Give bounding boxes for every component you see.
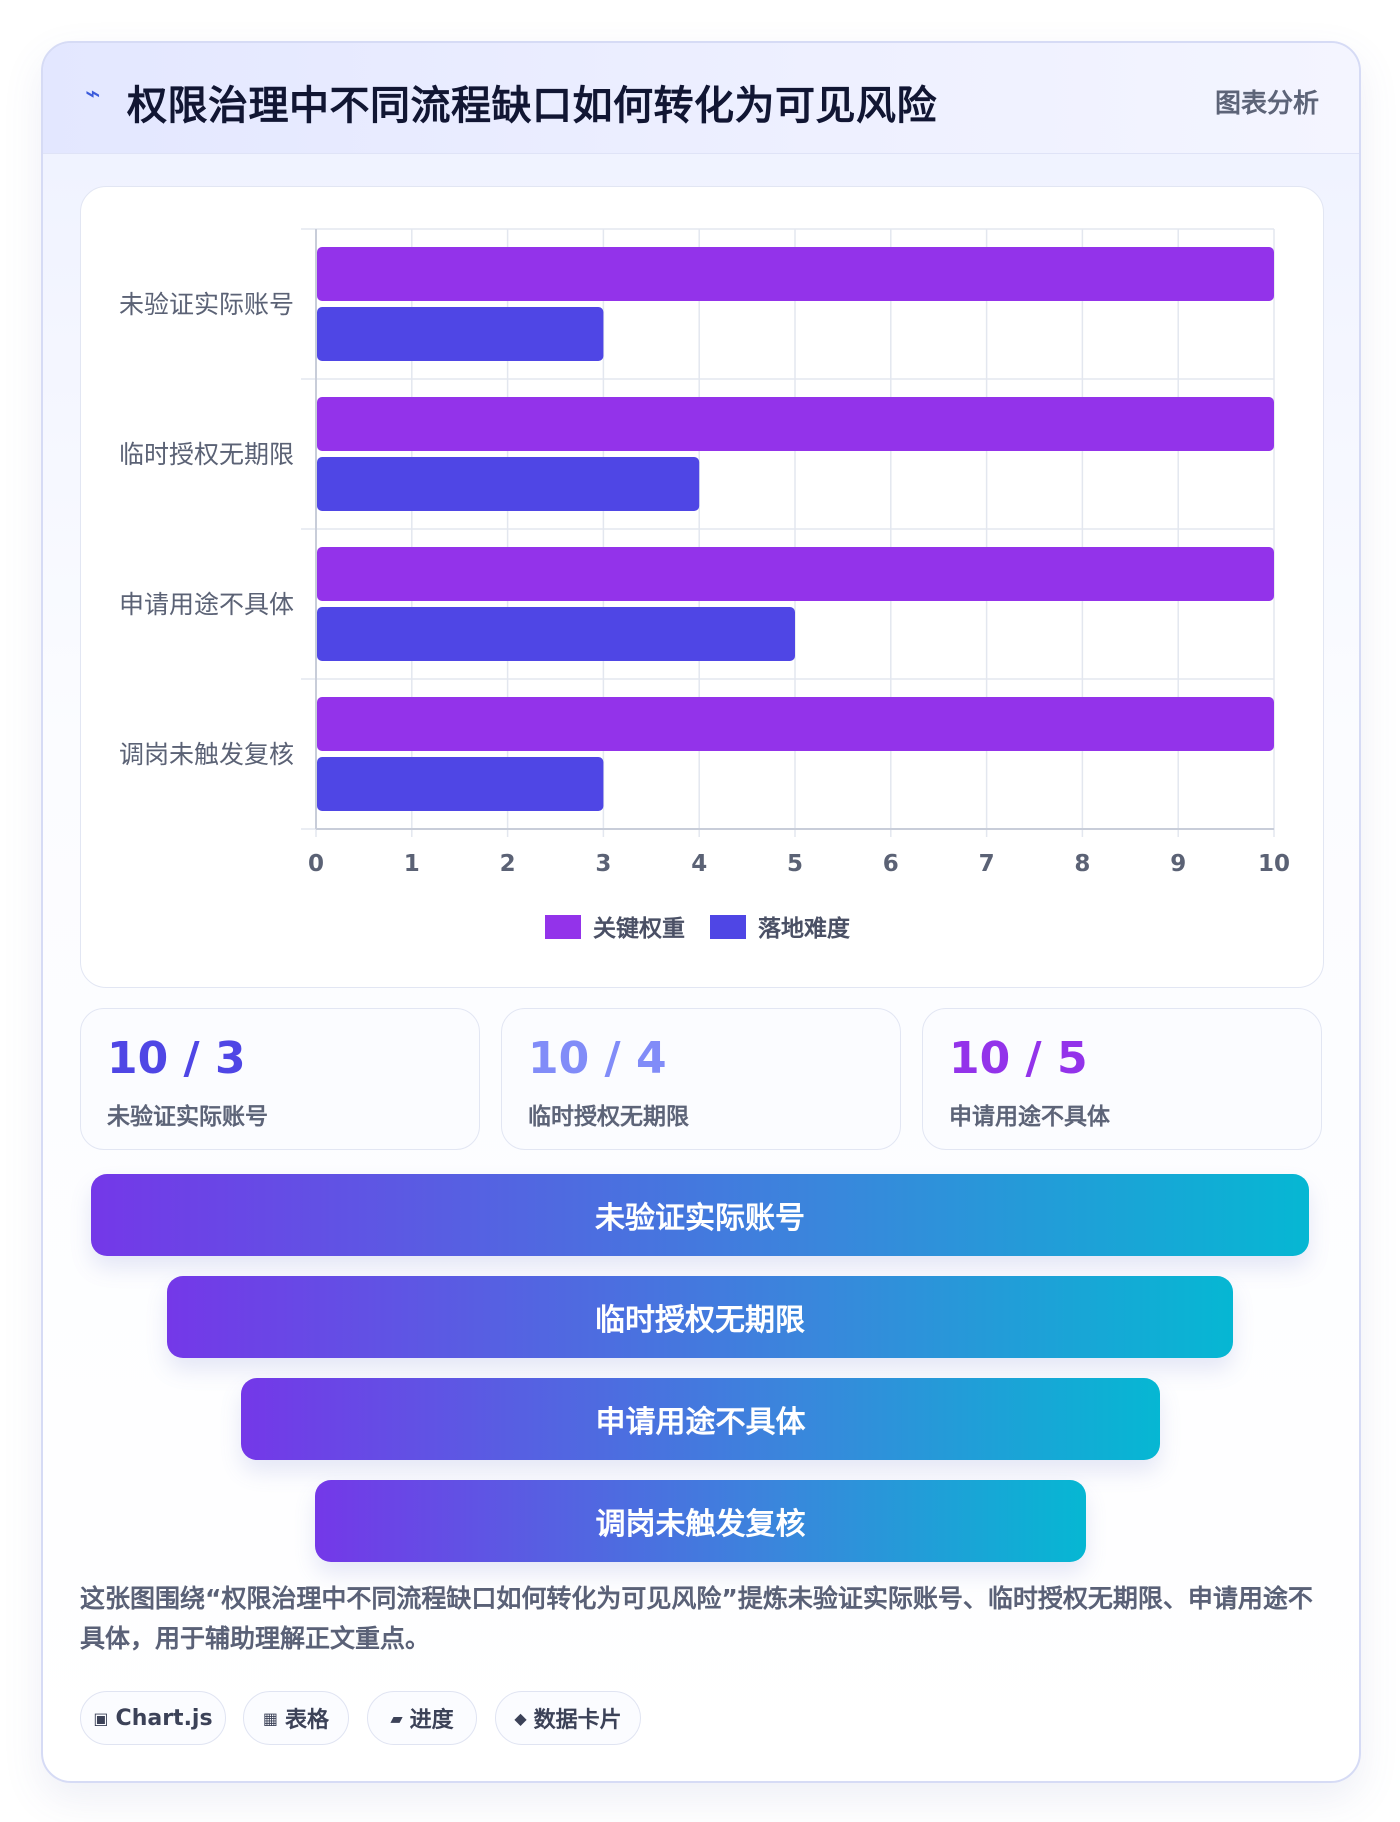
y-tick-label: 申请用途不具体 bbox=[119, 590, 294, 619]
stat-label-3: 申请用途不具体 bbox=[949, 1104, 1110, 1130]
bar-weight[interactable] bbox=[317, 547, 1274, 601]
legend-label: 落地难度 bbox=[758, 915, 851, 942]
chip-data-card[interactable]: ◆ 数据卡片 bbox=[495, 1691, 641, 1745]
bar-difficulty[interactable] bbox=[317, 457, 700, 511]
chart-icon: ▣ bbox=[93, 1708, 109, 1728]
bar-difficulty[interactable] bbox=[317, 307, 604, 361]
card-header: ⌁ 权限治理中不同流程缺口如何转化为可见风险 图表分析 bbox=[43, 43, 1359, 154]
x-tick-label: 8 bbox=[1074, 851, 1090, 877]
chip-label: 表格 bbox=[285, 1708, 330, 1733]
bar-difficulty[interactable] bbox=[317, 607, 795, 661]
summary-text: 这张图围绕“权限治理中不同流程缺口如何转化为可见风险”提炼未验证实际账号、临时授… bbox=[80, 1584, 1313, 1653]
x-tick-label: 10 bbox=[1258, 851, 1290, 877]
funnel-step-1: 未验证实际账号 bbox=[91, 1174, 1309, 1256]
spark-icon: ⌁ bbox=[85, 79, 101, 109]
page-title: 权限治理中不同流程缺口如何转化为可见风险 bbox=[127, 83, 937, 129]
table-icon: ▦ bbox=[262, 1708, 279, 1728]
x-tick-label: 5 bbox=[787, 851, 803, 877]
y-tick-label: 未验证实际账号 bbox=[119, 290, 294, 319]
header-tag: 图表分析 bbox=[1214, 89, 1319, 119]
stat-label-1: 未验证实际账号 bbox=[107, 1104, 268, 1130]
chip-table[interactable]: ▦ 表格 bbox=[243, 1691, 349, 1745]
funnel-step-2: 临时授权无期限 bbox=[167, 1276, 1233, 1358]
stat-card-1: 10 / 3 未验证实际账号 bbox=[80, 1008, 480, 1150]
x-tick-label: 9 bbox=[1170, 851, 1186, 877]
y-tick-label: 调岗未触发复核 bbox=[119, 740, 294, 769]
bar-weight[interactable] bbox=[317, 697, 1274, 751]
bar-difficulty[interactable] bbox=[317, 757, 604, 811]
stat-value-1: 10 / 3 bbox=[107, 1033, 246, 1084]
stat-value-3: 10 / 5 bbox=[949, 1033, 1088, 1084]
legend-swatch bbox=[710, 915, 746, 939]
y-tick-label: 临时授权无期限 bbox=[119, 440, 294, 469]
stat-label-2: 临时授权无期限 bbox=[528, 1104, 689, 1130]
bar-weight[interactable] bbox=[317, 397, 1274, 451]
bar-weight[interactable] bbox=[317, 247, 1274, 301]
x-tick-label: 0 bbox=[308, 851, 324, 877]
chip-label: Chart.js bbox=[115, 1705, 213, 1731]
diamond-icon: ◆ bbox=[514, 1708, 527, 1728]
legend-swatch bbox=[545, 915, 581, 939]
x-tick-label: 1 bbox=[404, 851, 420, 877]
x-tick-label: 4 bbox=[691, 851, 707, 877]
x-tick-label: 7 bbox=[979, 851, 995, 877]
legend-label: 关键权重 bbox=[593, 915, 685, 942]
chart-panel: 0 1 2 3 4 5 6 7 8 9 10 未验证实际账号 临时授权无期限 申请用途不具体 调岗未触发复核… bbox=[80, 186, 1324, 988]
stat-value-2: 10 / 4 bbox=[528, 1033, 667, 1084]
stat-card-2: 10 / 4 临时授权无期限 bbox=[501, 1008, 901, 1150]
x-tick-label: 2 bbox=[500, 851, 516, 877]
chip-label: 数据卡片 bbox=[533, 1708, 622, 1733]
chip-label: 进度 bbox=[409, 1708, 454, 1733]
bar-chart: 0 1 2 3 4 5 6 7 8 9 10 未验证实际账号临时授权无期限申请用途不具体调岗未触发复核… bbox=[119, 228, 1290, 942]
stat-card-3: 10 / 5 申请用途不具体 bbox=[922, 1008, 1322, 1150]
funnel-step-3: 申请用途不具体 bbox=[241, 1378, 1160, 1460]
x-tick-label: 3 bbox=[595, 851, 611, 877]
progress-icon: ▰ bbox=[390, 1708, 403, 1728]
funnel-step-4: 调岗未触发复核 bbox=[315, 1480, 1086, 1562]
chart-card: ⌁ 权限治理中不同流程缺口如何转化为可见风险 图表分析 0 1 2 3 4 5 6 7 8 9 10… bbox=[41, 41, 1361, 1783]
chip-progress[interactable]: ▰ 进度 bbox=[367, 1691, 477, 1745]
x-tick-label: 6 bbox=[883, 851, 899, 877]
chip-chartjs[interactable]: ▣ Chart.js bbox=[80, 1691, 226, 1745]
